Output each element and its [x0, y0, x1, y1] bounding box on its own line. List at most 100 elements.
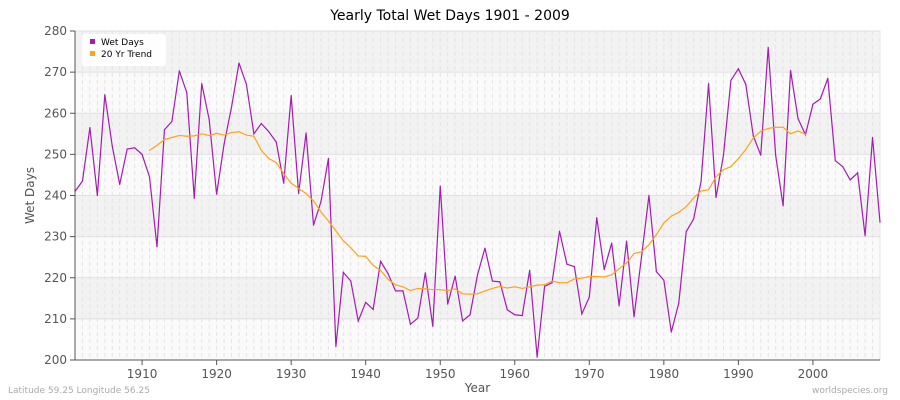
wet-days-point [484, 247, 486, 249]
wet-days-point [357, 320, 359, 322]
trend-point [633, 252, 635, 255]
wet-days-point [588, 296, 590, 298]
trend-point [611, 274, 613, 276]
wet-days-point [812, 103, 814, 105]
wet-days-point [238, 62, 240, 64]
wet-days-point [670, 331, 672, 333]
wet-days-point [566, 263, 568, 265]
wet-days-point [290, 94, 292, 97]
wet-days-point [89, 127, 91, 129]
wet-days-point [156, 246, 158, 248]
x-tick-label: 2000 [798, 367, 829, 381]
trend-point [283, 173, 285, 175]
x-tick-label: 1980 [649, 367, 680, 381]
wet-days-point [521, 314, 523, 317]
legend-swatch [90, 51, 95, 56]
wet-days-point [857, 172, 859, 174]
trend-point [298, 187, 300, 190]
wet-days-point [260, 122, 262, 125]
wet-days-point [730, 79, 732, 81]
trend-point [186, 135, 188, 137]
trend-point [275, 162, 277, 164]
legend-label: Wet Days [101, 38, 144, 48]
y-tick-label: 270 [44, 65, 67, 79]
trend-point [432, 289, 434, 291]
wet-days-point [767, 46, 769, 49]
trend-point [201, 133, 203, 135]
wet-days-point [499, 281, 501, 283]
trend-point [253, 135, 255, 137]
trend-point [767, 127, 769, 130]
wet-days-point [312, 224, 315, 226]
wet-days-point [163, 129, 166, 131]
x-tick-label: 1990 [723, 367, 754, 381]
trend-point [350, 247, 352, 249]
trend-point [722, 168, 725, 171]
wet-days-point [111, 145, 113, 147]
trend-point [700, 190, 702, 192]
wet-days-point [663, 279, 665, 281]
trend-point [730, 166, 732, 168]
trend-point [387, 278, 389, 280]
wet-days-point [327, 157, 330, 160]
trend-point [439, 289, 441, 291]
trend-point [521, 287, 523, 290]
wet-days-point [760, 154, 762, 156]
x-tick-label: 1970 [574, 367, 605, 381]
trend-point [454, 288, 456, 290]
trend-point [461, 293, 464, 295]
trend-point [290, 182, 292, 184]
wet-days-point [648, 194, 650, 197]
wet-days-point [461, 320, 464, 322]
trend-point [320, 211, 322, 213]
trend-point [171, 136, 173, 139]
legend: Wet Days 20 Yr Trend [82, 34, 166, 66]
wet-days-point [372, 308, 374, 311]
wet-days-point [148, 176, 151, 178]
wet-days-point [700, 180, 702, 182]
wet-days-point [491, 280, 494, 282]
wet-days-point [380, 260, 382, 262]
x-tick-label: 1930 [276, 367, 307, 381]
wet-days-point [693, 218, 695, 220]
y-tick-label: 220 [44, 271, 67, 285]
wet-days-point [417, 317, 419, 319]
wet-days-point [245, 83, 248, 86]
wet-days-point [611, 242, 613, 244]
grid-band [75, 31, 880, 73]
trend-point [156, 144, 158, 146]
trend-point [745, 148, 747, 151]
wet-days-point [119, 183, 121, 185]
trend-point [312, 200, 315, 202]
wet-days-point [543, 285, 546, 287]
x-tick-label: 1940 [350, 367, 381, 381]
wet-days-point [752, 135, 754, 137]
trend-point [506, 287, 508, 289]
grid-band [75, 113, 880, 155]
y-tick-label: 210 [44, 312, 67, 326]
trend-point [775, 126, 777, 128]
x-axis-label: Year [464, 381, 490, 395]
trend-point [491, 287, 494, 290]
trend-point [573, 278, 575, 280]
wet-days-point [581, 313, 583, 315]
wet-days-point [737, 68, 739, 70]
source-label: worldspecies.org [811, 386, 888, 396]
trend-point [514, 286, 516, 288]
trend-point [499, 285, 501, 287]
trend-point [603, 276, 605, 278]
y-tick-label: 280 [44, 24, 67, 38]
y-tick-label: 240 [44, 189, 67, 203]
wet-days-point [782, 205, 784, 207]
trend-point [260, 149, 262, 151]
trend-point [365, 255, 367, 257]
wet-days-point [797, 117, 799, 120]
trend-point [476, 293, 479, 295]
trend-point [178, 134, 180, 137]
trend-point [148, 149, 151, 151]
wet-days-point [216, 193, 218, 195]
wet-days-point [365, 301, 367, 304]
trend-point [618, 268, 620, 270]
wet-days-point [193, 197, 195, 199]
trend-point [663, 222, 665, 224]
